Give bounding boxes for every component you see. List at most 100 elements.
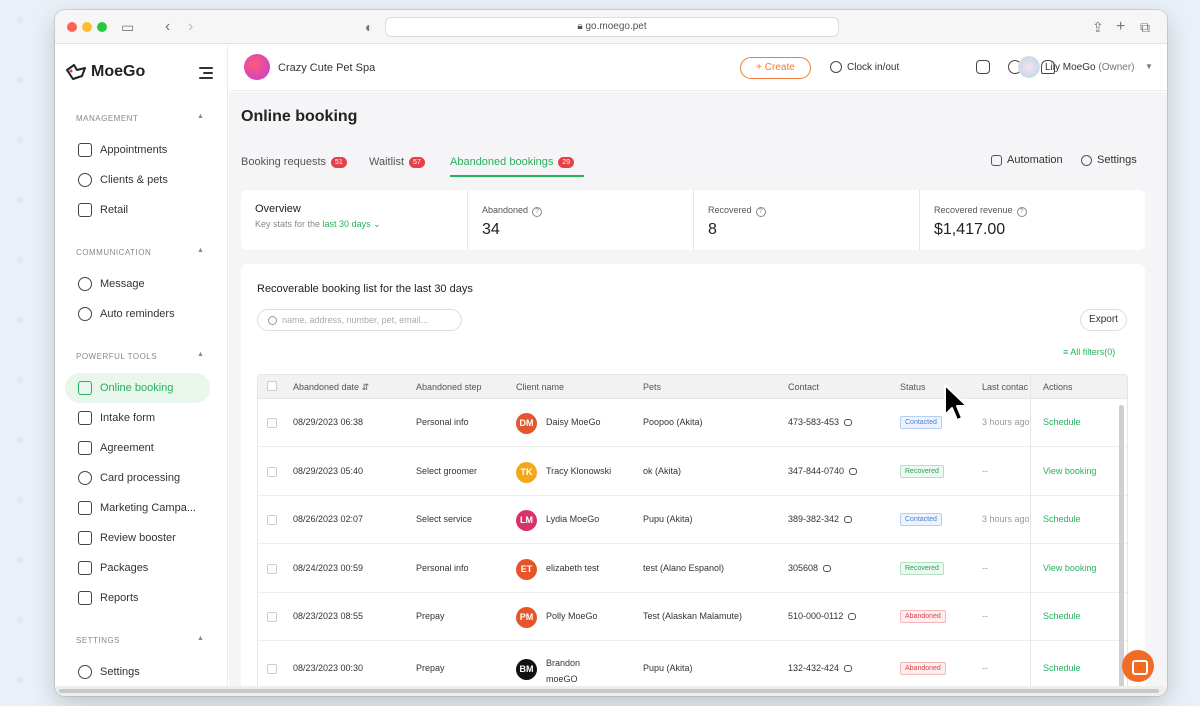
- sidebar-item-packages[interactable]: Packages: [65, 553, 210, 583]
- form-icon: [78, 411, 92, 425]
- row-action-link[interactable]: Schedule: [1043, 417, 1081, 427]
- chat-icon[interactable]: [844, 516, 853, 524]
- row-checkbox[interactable]: [267, 515, 277, 525]
- privacy-shield-icon[interactable]: ◐: [365, 19, 374, 35]
- client-name[interactable]: Daisy MoeGo: [546, 417, 601, 427]
- client-name[interactable]: Tracy Klonowski: [546, 466, 612, 476]
- row-checkbox[interactable]: [267, 418, 277, 428]
- automation-button[interactable]: Automation: [991, 154, 1063, 166]
- client-name[interactable]: Lydia MoeGo: [546, 514, 600, 524]
- contact-number: 473-583-453: [788, 417, 840, 427]
- clock-icon: [830, 61, 842, 73]
- table-row[interactable]: 08/29/2023 06:38 Personal info DM Daisy Moe…: [258, 399, 1127, 447]
- zoom-window-button[interactable]: [97, 22, 107, 32]
- chevron-down-icon[interactable]: ▼: [1145, 62, 1153, 71]
- table-row[interactable]: 08/24/2023 00:59 Personal info ET elizabeth…: [258, 544, 1127, 593]
- row-action-link[interactable]: View booking: [1043, 466, 1097, 476]
- sidebar-toggle-icon[interactable]: ▭: [121, 19, 135, 35]
- table-row[interactable]: 08/26/2023 02:07 Select service LM Lydia Mo…: [258, 496, 1127, 544]
- tab-booking-requests[interactable]: Booking requests 51: [241, 154, 347, 170]
- last-contact: --: [982, 466, 988, 476]
- sidebar-item-reports[interactable]: Reports: [65, 583, 210, 613]
- sidebar-item-marketing-campaign[interactable]: Marketing Campa...: [65, 493, 210, 523]
- new-tab-icon[interactable]: +: [1116, 18, 1126, 35]
- column-header-abandoned-date[interactable]: Abandoned date ⇵: [293, 382, 369, 393]
- row-action-link[interactable]: Schedule: [1043, 611, 1081, 621]
- address-bar[interactable]: 🔒︎ go.moego.pet: [385, 17, 839, 37]
- sidebar-item-clients-pets[interactable]: Clients & pets: [65, 165, 210, 195]
- upload-icon[interactable]: [976, 60, 990, 74]
- collapse-menu-icon[interactable]: [199, 67, 213, 82]
- row-action-link[interactable]: View booking: [1043, 563, 1097, 573]
- date-range-select[interactable]: last 30 days ⌄: [323, 219, 381, 229]
- help-chat-button[interactable]: [1122, 650, 1154, 682]
- sidebar-item-appointments[interactable]: Appointments: [65, 135, 210, 165]
- chat-icon[interactable]: [823, 565, 832, 573]
- clock-in-out-button[interactable]: Clock in/out: [830, 61, 899, 73]
- stat-recovered-revenue: Recovered revenue? $1,417.00: [919, 190, 1145, 250]
- business-name[interactable]: Crazy Cute Pet Spa: [278, 62, 376, 74]
- client-name[interactable]: Polly MoeGo: [546, 611, 598, 621]
- chat-icon[interactable]: [844, 665, 853, 673]
- sidebar-item-settings[interactable]: Settings: [65, 657, 210, 687]
- share-icon[interactable]: ⇪: [1092, 19, 1104, 35]
- row-checkbox[interactable]: [267, 564, 277, 574]
- close-window-button[interactable]: [67, 22, 77, 32]
- sidebar-item-online-booking[interactable]: Online booking: [65, 373, 210, 403]
- sidebar-item-message[interactable]: Message: [65, 269, 210, 299]
- chat-icon[interactable]: [849, 468, 858, 476]
- caret-up-icon[interactable]: ▲: [197, 247, 204, 254]
- create-button[interactable]: + Create: [740, 57, 811, 79]
- sidebar-item-retail[interactable]: Retail: [65, 195, 210, 225]
- scrollbar-thumb[interactable]: [59, 689, 1159, 693]
- forward-icon[interactable]: ›: [188, 18, 194, 35]
- search-input[interactable]: name, address, number, pet, email...: [257, 309, 462, 331]
- mouse-cursor-icon: [944, 384, 968, 421]
- column-header-client-name: Client name: [516, 382, 565, 392]
- table-scrollbar[interactable]: [1119, 405, 1124, 696]
- select-all-checkbox[interactable]: [267, 381, 277, 391]
- tab-overview-icon[interactable]: ⧉: [1140, 19, 1150, 35]
- help-icon[interactable]: ?: [532, 207, 543, 217]
- caret-up-icon[interactable]: ▲: [197, 635, 204, 642]
- tab-abandoned-bookings[interactable]: Abandoned bookings 29: [450, 154, 575, 170]
- stat-label-text: Recovered: [708, 205, 752, 215]
- sidebar-item-intake-form[interactable]: Intake form: [65, 403, 210, 433]
- sidebar-item-agreement[interactable]: Agreement: [65, 433, 210, 463]
- user-menu[interactable]: Lily MoeGo (Owner): [1045, 62, 1134, 73]
- back-icon[interactable]: ‹: [165, 18, 171, 35]
- sidebar-item-card-processing[interactable]: Card processing: [65, 463, 210, 493]
- row-checkbox[interactable]: [267, 664, 277, 674]
- contact-cell: 510-000-0112: [788, 611, 857, 621]
- all-filters-button[interactable]: ≡ All filters(0): [1063, 347, 1115, 357]
- row-checkbox[interactable]: [267, 467, 277, 477]
- table-row[interactable]: 08/23/2023 00:30 Prepay BM Brandon moeGO Pup…: [258, 641, 1127, 696]
- row-action-link[interactable]: Schedule: [1043, 514, 1081, 524]
- table-row[interactable]: 08/29/2023 05:40 Select groomer TK Tracy Kl…: [258, 447, 1127, 496]
- avatar[interactable]: [1018, 56, 1040, 78]
- horizontal-scrollbar[interactable]: [55, 686, 1167, 696]
- row-checkbox[interactable]: [267, 612, 277, 622]
- column-header-abandoned-step: Abandoned step: [416, 382, 482, 392]
- sidebar-item-review-booster[interactable]: Review booster: [65, 523, 210, 553]
- table-row[interactable]: 08/23/2023 08:55 Prepay PM Polly MoeGo Test …: [258, 593, 1127, 641]
- tab-waitlist[interactable]: Waitlist 57: [369, 154, 425, 170]
- client-name[interactable]: Brandon moeGO: [546, 658, 581, 684]
- minimize-window-button[interactable]: [82, 22, 92, 32]
- chat-icon[interactable]: [844, 419, 853, 427]
- pet-names: Pupu (Akita): [643, 514, 693, 524]
- overview-sub-text: Key stats for the: [255, 219, 321, 229]
- bell-icon[interactable]: [1041, 60, 1055, 74]
- export-button[interactable]: Export: [1080, 309, 1127, 331]
- help-icon[interactable]: ?: [1016, 207, 1027, 217]
- settings-button[interactable]: Settings: [1081, 154, 1137, 166]
- help-icon[interactable]: ?: [755, 207, 766, 217]
- caret-up-icon[interactable]: ▲: [197, 113, 204, 120]
- caret-up-icon[interactable]: ▲: [197, 351, 204, 358]
- sidebar-item-auto-reminders[interactable]: Auto reminders: [65, 299, 210, 329]
- business-avatar[interactable]: [244, 54, 270, 80]
- moego-logo[interactable]: MoeGo: [65, 62, 145, 82]
- row-action-link[interactable]: Schedule: [1043, 663, 1081, 673]
- client-name[interactable]: elizabeth test: [546, 563, 600, 573]
- chat-icon[interactable]: [848, 613, 857, 621]
